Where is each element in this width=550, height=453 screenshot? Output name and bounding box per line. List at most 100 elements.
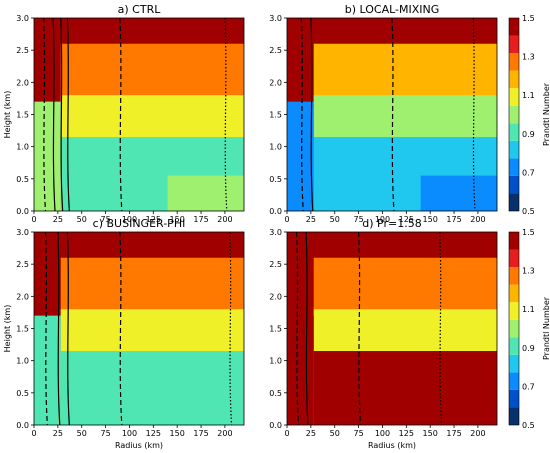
field-outer-surface <box>420 175 497 211</box>
colorbar-label: Prandtl Number <box>542 296 550 360</box>
x-tick-label: 75 <box>100 215 110 224</box>
x-tick-label: 25 <box>53 429 63 438</box>
y-tick-label: 1.5 <box>269 111 282 120</box>
field-outer-surface <box>167 389 244 425</box>
y-tick-label: 3.0 <box>269 228 282 237</box>
colorbar-tick-label: 1.5 <box>522 14 535 23</box>
colorbar-tick-label: 0.9 <box>522 344 535 353</box>
contour-dashed <box>119 231 123 426</box>
y-tick-label: 0.0 <box>16 207 29 216</box>
field-surface-left <box>34 101 61 211</box>
x-tick-label: 25 <box>306 429 316 438</box>
colorbar-label: Prandtl Number <box>542 82 550 146</box>
colorbar-swatch <box>509 319 519 338</box>
x-tick-label: 200 <box>217 429 232 438</box>
x-tick-label: 50 <box>77 215 87 224</box>
x-tick-label: 100 <box>122 215 137 224</box>
x-tick-label: 150 <box>423 215 438 224</box>
x-tick-label: 0 <box>284 215 289 224</box>
colorbar-tick-label: 1.5 <box>522 228 535 237</box>
x-tick-label: 200 <box>470 215 485 224</box>
y-tick-label: 2.0 <box>16 292 29 301</box>
y-tick-label: 2.5 <box>16 46 29 55</box>
y-tick-label: 3.0 <box>16 228 29 237</box>
colorbar-swatch <box>509 354 519 373</box>
y-tick-label: 2.5 <box>16 260 29 269</box>
panel-title: b) LOCAL-MIXING <box>345 3 440 16</box>
x-tick-label: 0 <box>284 429 289 438</box>
colorbar-swatch <box>509 18 519 36</box>
y-tick-label: 0.0 <box>16 421 29 430</box>
x-tick-label: 125 <box>399 215 414 224</box>
y-tick-label: 2.5 <box>269 46 282 55</box>
colorbar-tick-label: 0.5 <box>522 421 535 430</box>
x-tick-label: 0 <box>31 215 36 224</box>
panel-title: d) Pr=1.58 <box>362 217 421 230</box>
colorbar-swatch <box>509 389 519 408</box>
x-tick-label: 200 <box>470 429 485 438</box>
contour-solid <box>60 17 64 212</box>
x-tick-label: 175 <box>446 215 461 224</box>
x-axis-label: Radius (km) <box>368 441 416 450</box>
x-tick-label: 125 <box>146 429 161 438</box>
contour-solid <box>66 17 70 212</box>
y-axis-label: Height (km) <box>3 305 12 353</box>
colorbar-swatch <box>509 175 519 194</box>
x-tick-label: 50 <box>330 429 340 438</box>
y-tick-label: 0.5 <box>269 389 282 398</box>
colorbar-tick-label: 0.5 <box>522 207 535 216</box>
x-tick-label: 150 <box>170 215 185 224</box>
x-tick-label: 125 <box>146 215 161 224</box>
colorbar-tick-label: 0.7 <box>522 382 535 391</box>
y-tick-label: 1.0 <box>16 357 29 366</box>
x-tick-label: 150 <box>170 429 185 438</box>
x-tick-label: 25 <box>306 215 316 224</box>
y-tick-label: 0.0 <box>269 207 282 216</box>
x-tick-label: 125 <box>399 429 414 438</box>
y-tick-label: 1.5 <box>269 325 282 334</box>
field-outer-surface <box>167 175 244 211</box>
colorbar-swatch <box>509 158 519 176</box>
contour-dashed <box>391 17 395 212</box>
panel-title: c) BUSINGER-PHI <box>93 217 186 230</box>
x-tick-label: 75 <box>100 429 110 438</box>
contour-solid <box>52 17 56 212</box>
colorbar-tick-label: 1.3 <box>522 53 535 62</box>
x-tick-label: 25 <box>53 215 63 224</box>
colorbar-swatch <box>509 232 519 250</box>
contour-solid <box>310 17 314 212</box>
field-outer-surface <box>420 389 497 425</box>
y-tick-label: 1.0 <box>16 143 29 152</box>
contour-solid <box>66 231 70 426</box>
colorbar-swatch <box>509 337 519 355</box>
contour-dashed <box>357 231 362 426</box>
x-tick-label: 175 <box>193 215 208 224</box>
colorbar-swatch <box>509 302 519 320</box>
panel-title: a) CTRL <box>118 3 162 16</box>
colorbar-swatch <box>509 372 519 390</box>
colorbar-swatch <box>509 284 519 303</box>
y-tick-label: 1.5 <box>16 111 29 120</box>
colorbar-swatch <box>509 407 519 425</box>
y-tick-label: 3.0 <box>16 14 29 23</box>
y-tick-label: 1.5 <box>16 325 29 334</box>
y-tick-label: 2.0 <box>269 78 282 87</box>
contour-solid <box>57 231 61 426</box>
colorbar-tick-label: 1.1 <box>522 305 535 314</box>
colorbar-swatch <box>509 53 519 71</box>
contour-dashed <box>42 17 47 212</box>
y-tick-label: 2.0 <box>16 78 29 87</box>
colorbar-swatch <box>509 249 519 268</box>
colorbar-frame <box>508 17 520 212</box>
x-tick-label: 175 <box>446 429 461 438</box>
colorbar-tick-label: 0.7 <box>522 168 535 177</box>
y-tick-label: 3.0 <box>269 14 282 23</box>
y-tick-label: 0.0 <box>269 421 282 430</box>
contour-dashed <box>44 231 48 426</box>
colorbar-swatch <box>509 70 519 89</box>
colorbar-swatch <box>509 140 519 159</box>
colorbar-swatch <box>509 193 519 211</box>
contour-solid <box>305 231 309 426</box>
y-tick-label: 2.0 <box>269 292 282 301</box>
x-tick-label: 200 <box>217 215 232 224</box>
